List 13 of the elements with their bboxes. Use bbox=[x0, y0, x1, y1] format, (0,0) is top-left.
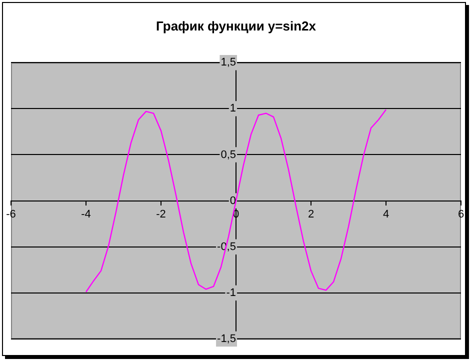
x-tick-label: -4 bbox=[81, 208, 91, 220]
chart-title: График функции y=sin2x bbox=[156, 18, 317, 34]
x-tick-label: 6 bbox=[458, 208, 464, 220]
y-tick-label: 1 bbox=[230, 102, 236, 115]
x-tick-label: 2 bbox=[308, 208, 314, 220]
y-tick-label: 0 bbox=[230, 194, 236, 207]
x-tick-label: -6 bbox=[6, 208, 16, 220]
y-tick-label: 0,5 bbox=[220, 148, 236, 161]
y-tick-label: 1,5 bbox=[220, 56, 236, 69]
y-tick-label: -1,5 bbox=[217, 333, 236, 346]
x-tick-label: -2 bbox=[156, 208, 166, 220]
y-tick-label: -1 bbox=[226, 286, 236, 299]
x-tick-label: 4 bbox=[382, 208, 390, 220]
